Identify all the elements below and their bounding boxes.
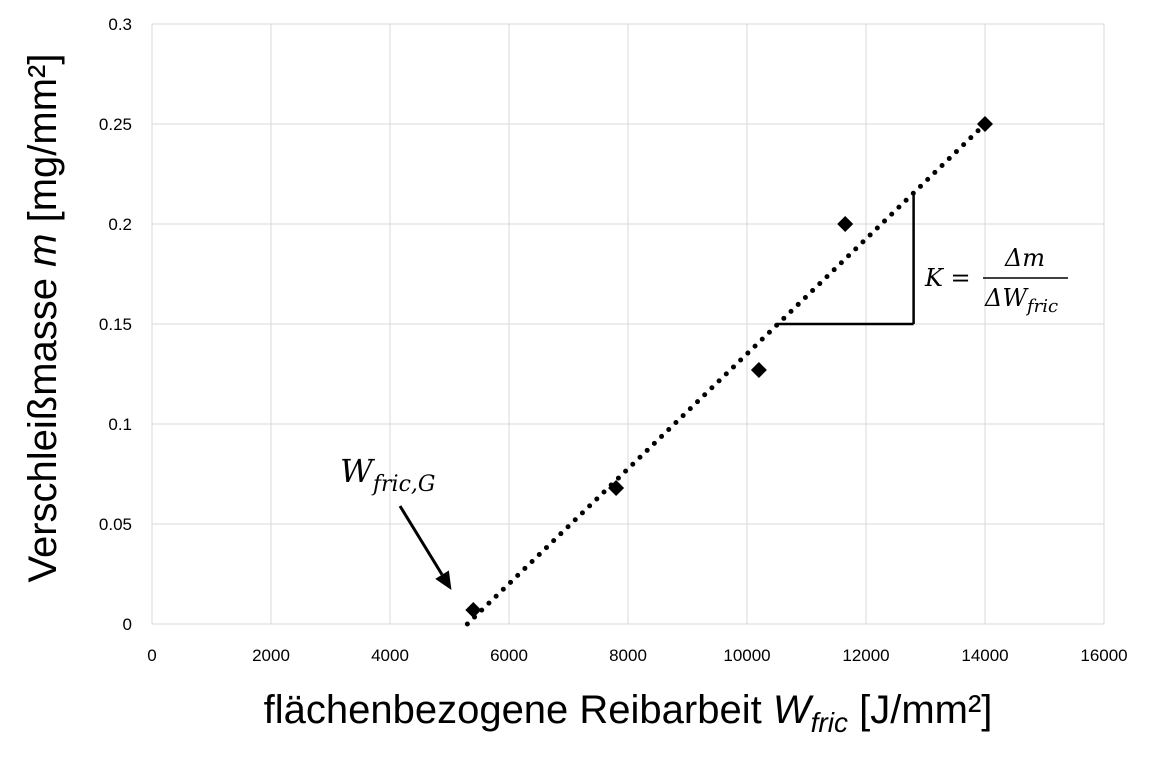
threshold-arrow-head	[435, 570, 452, 590]
x-tick-label: 4000	[371, 646, 409, 665]
formula-lhs: K =	[924, 264, 971, 292]
x-axis-title: flächenbezogene Reibarbeit Wfric [J/mm²]	[264, 688, 993, 738]
data-point	[750, 362, 767, 378]
slope-triangle	[776, 194, 915, 326]
x-tick-label: 12000	[842, 646, 889, 665]
x-tick-label: 10000	[723, 646, 770, 665]
y-tick-label: 0.05	[99, 515, 132, 534]
data-point	[608, 480, 625, 496]
x-tick-label: 2000	[252, 646, 290, 665]
x-tick-label: 14000	[961, 646, 1008, 665]
trendline-group	[464, 121, 988, 627]
x-tick-label: 0	[147, 646, 156, 665]
slope-formula: K = Δm ΔWfric	[924, 244, 1068, 317]
x-tick-label: 6000	[490, 646, 528, 665]
data-point	[837, 216, 854, 232]
threshold-label: Wfric,G	[340, 452, 435, 497]
x-tick-label: 16000	[1080, 646, 1127, 665]
formula-numerator: Δm	[1004, 244, 1045, 272]
y-tick-label: 0.15	[99, 315, 132, 334]
tick-labels: 0 2000 4000 6000 8000 10000 12000 14000 16000 0 0.…	[99, 15, 1128, 665]
trendline	[464, 121, 988, 627]
y-axis-title: Verschleißmasse m [mg/mm²]	[21, 53, 65, 582]
grid	[151, 23, 1105, 625]
y-tick-label: 0	[123, 615, 132, 634]
data-point	[465, 602, 482, 618]
data-point	[977, 116, 993, 132]
formula-denominator: ΔWfric	[984, 284, 1058, 317]
y-tick-label: 0.2	[108, 215, 132, 234]
y-tick-label: 0.25	[99, 115, 132, 134]
x-tick-label: 8000	[609, 646, 647, 665]
y-tick-label: 0.3	[108, 15, 132, 34]
data-points	[465, 116, 993, 618]
threshold-arrow-line	[398, 505, 444, 576]
y-tick-label: 0.1	[108, 415, 132, 434]
threshold-annotation: Wfric,G	[340, 452, 452, 590]
